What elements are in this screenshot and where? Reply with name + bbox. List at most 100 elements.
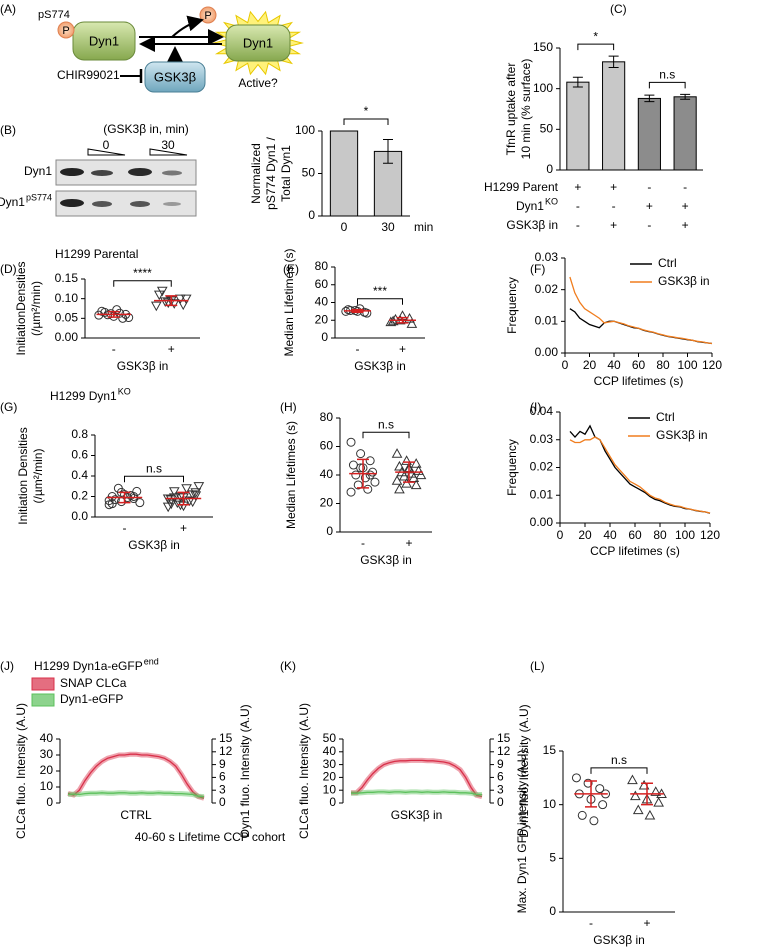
- y-tick-label: 60: [315, 277, 329, 291]
- x-axis-label: min: [414, 220, 433, 234]
- y-axis-label: Frequency: [505, 277, 519, 334]
- panel-label: (G): [0, 400, 17, 414]
- data-point: [135, 498, 145, 508]
- data-point: [356, 449, 366, 459]
- data-point: [129, 492, 139, 501]
- error-bar: [383, 139, 393, 164]
- y-axis-label: Initiation Densities: [16, 427, 30, 524]
- y-tick-label: 15: [543, 743, 557, 757]
- y-tick-label: 40: [315, 295, 329, 309]
- data-point: [415, 469, 427, 480]
- y-tick-label: 6: [497, 770, 504, 784]
- x-axis-label: GSK3β in: [391, 808, 443, 822]
- x-tick-label: 0: [557, 528, 564, 542]
- data-point: [165, 499, 177, 510]
- blot-header: (GSK3β in, min): [103, 122, 189, 136]
- data-point: [410, 479, 422, 490]
- y-tick-label: 0.03: [530, 432, 554, 446]
- y-tick-label: 60: [320, 439, 334, 453]
- sd-bar: [107, 310, 120, 318]
- data-point: [401, 455, 412, 465]
- legend-label: GSK3β in: [658, 274, 710, 288]
- y-axis-label: TfnR uptake after: [504, 63, 518, 156]
- x-tick-label: 80: [653, 528, 667, 542]
- data-point: [132, 486, 142, 496]
- error-bar: [572, 76, 583, 88]
- y-tick-label: 80: [320, 410, 334, 424]
- panel-label: (L): [530, 659, 545, 673]
- blot-row-label: Dyn1: [24, 164, 52, 178]
- y-axis-label: CLCa fluo. Intensity (A.U): [14, 703, 28, 839]
- data-point: [644, 809, 656, 820]
- data-point: [190, 488, 202, 498]
- data-point: [632, 804, 644, 815]
- y-tick-label: 0.2: [71, 489, 88, 503]
- y-tick-label: 0.02: [530, 460, 554, 474]
- data-point: [353, 480, 363, 490]
- x-tick-label: +: [399, 342, 406, 356]
- data-point: [159, 297, 171, 307]
- x-tick-label: 20: [583, 358, 597, 372]
- lane-label: 30: [161, 138, 175, 152]
- band: [128, 168, 152, 176]
- y-tick-label: 12: [219, 744, 233, 758]
- data-point: [394, 460, 405, 471]
- lane-label: 0: [103, 138, 110, 152]
- y-axis-label: CLCa fluo. Intensity (A.U): [297, 703, 311, 839]
- y-axis-label: Median Lifetimes (s): [282, 248, 296, 356]
- data-point: [168, 487, 180, 497]
- data-point: [174, 294, 186, 305]
- data-point: [577, 810, 587, 820]
- y-axis-label: Max. Dyn1 GFP intensity (A.U): [515, 750, 529, 914]
- data-point: [156, 286, 168, 297]
- y-axis-label: Median Lifetimes (s): [284, 421, 298, 529]
- y-tick-label: 0.01: [530, 487, 554, 501]
- bar: [566, 81, 590, 171]
- x-axis-label: CCP lifetimes (s): [590, 544, 680, 558]
- y-tick-label: 150: [533, 40, 553, 54]
- x-tick-label: -: [356, 342, 360, 356]
- x-tick-label: +: [180, 521, 187, 535]
- y-axis-label: (/µm²/min): [29, 281, 43, 336]
- bar: [673, 96, 697, 171]
- condition-sign: -: [647, 218, 651, 232]
- bar: [602, 61, 626, 171]
- load-wedge: [149, 148, 188, 156]
- y-tick-label: 40: [40, 731, 54, 745]
- sd-bar: [177, 491, 190, 506]
- chart-title: H1299 Parental: [55, 247, 138, 261]
- y-axis-label: InitiationDensities: [14, 261, 28, 355]
- y-tick-label: 0: [321, 330, 328, 344]
- significance-label: n.s: [611, 753, 627, 767]
- x-tick-label: 80: [656, 358, 670, 372]
- sd-bar: [165, 295, 178, 307]
- x-tick-label: 60: [632, 358, 646, 372]
- y-axis-label: (/µm²/min): [31, 449, 45, 504]
- data-line: [351, 759, 483, 798]
- y-tick-label: 0: [329, 795, 336, 809]
- y-axis-label: pS774 Dyn1 /: [264, 136, 278, 209]
- y-tick-label: 0.03: [535, 250, 559, 264]
- data-point: [100, 307, 110, 317]
- y-tick-label: 0.00: [55, 330, 79, 344]
- phospho-label: P: [204, 10, 211, 22]
- data-point: [362, 308, 372, 318]
- legend-swatch: [31, 693, 55, 707]
- condition-sign: -: [576, 199, 580, 213]
- panel-label: (A): [0, 2, 16, 16]
- data-point: [356, 463, 366, 473]
- x-axis-label: GSK3β in: [117, 359, 169, 373]
- y-tick-label: 0: [308, 208, 315, 222]
- y-tick-label: 0: [546, 162, 553, 176]
- significance-label: ***: [373, 284, 387, 298]
- dyn1-box: [225, 24, 291, 62]
- y-tick-label: 20: [40, 763, 54, 777]
- gsk-label: GSK3β: [154, 69, 196, 84]
- data-point: [398, 470, 410, 481]
- sd-bar: [641, 782, 653, 806]
- significance-bracket: [343, 118, 389, 125]
- y-tick-label: 20: [323, 770, 337, 784]
- chart-title: H1299 Dyn1: [50, 389, 117, 403]
- y-tick-label: 15: [497, 731, 511, 745]
- legend-label: SNAP CLCa: [60, 676, 127, 690]
